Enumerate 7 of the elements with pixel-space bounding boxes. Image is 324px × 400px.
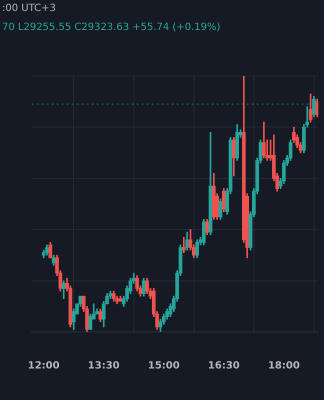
- x-tick-label: 15:00: [148, 360, 180, 372]
- text: 70 L29255.55 C29323.63 +55.74 (+0.19%): [2, 22, 220, 33]
- text: :00 UTC+3: [2, 3, 56, 14]
- x-tick-label: 13:30: [88, 360, 120, 372]
- x-tick-label: 12:00: [28, 360, 60, 372]
- x-tick-label: 18:00: [268, 360, 300, 372]
- x-tick-label: 16:30: [208, 360, 240, 372]
